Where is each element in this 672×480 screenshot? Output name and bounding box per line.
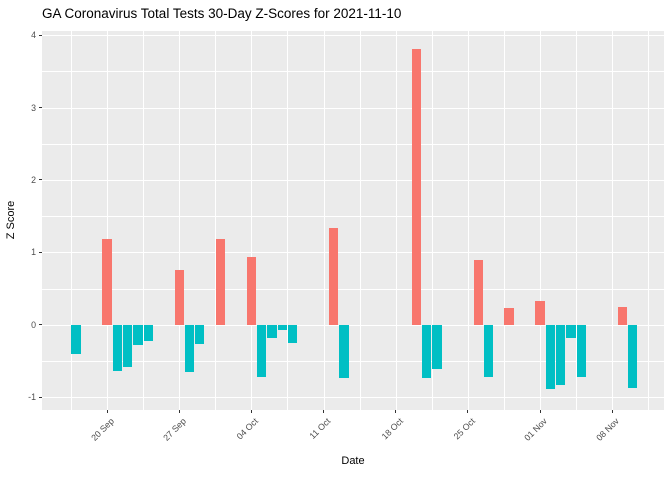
bar — [555, 324, 566, 385]
x-axis-tick — [323, 410, 325, 413]
bar — [133, 324, 143, 345]
x-tick-label: 11 Oct — [307, 416, 333, 441]
bar — [535, 300, 545, 325]
bar — [257, 324, 267, 377]
x-axis-tick — [178, 410, 180, 413]
gridline-minor-v — [70, 31, 72, 410]
gridline-major-v — [107, 31, 109, 410]
y-axis-tick — [39, 34, 42, 36]
gridline-minor-v — [143, 31, 144, 410]
x-axis-tick — [539, 410, 541, 413]
gridline-major-v — [540, 31, 542, 410]
y-tick-label: 1 — [31, 247, 36, 258]
gridline-minor-h — [42, 360, 664, 362]
x-tick-label: 08 Nov — [594, 416, 622, 443]
y-tick-label: 2 — [31, 174, 36, 185]
bar — [102, 238, 112, 325]
x-tick-label: 27 Sep — [161, 416, 189, 443]
bar — [246, 256, 256, 325]
bar — [122, 324, 133, 368]
bar — [576, 324, 586, 377]
x-tick-label: 01 Nov — [522, 416, 550, 443]
y-tick-label: 0 — [31, 319, 36, 330]
x-tick-label: 18 Oct — [379, 416, 405, 442]
gridline-major-v — [251, 31, 253, 410]
x-axis-tick — [250, 410, 252, 413]
gridline-minor-v — [359, 31, 361, 410]
bar — [421, 324, 432, 379]
gridline-minor-v — [287, 31, 288, 410]
gridline-minor-h — [42, 143, 664, 145]
gridline-minor-h — [42, 71, 664, 72]
plot-panel — [42, 31, 664, 410]
y-axis-tick — [39, 179, 42, 181]
x-tick-label: 04 Oct — [235, 416, 261, 442]
gridline-major-v — [323, 31, 325, 410]
gridline-major-h — [42, 324, 664, 326]
gridline-major-h — [42, 107, 664, 109]
gridline-minor-v — [431, 31, 433, 410]
gridline-minor-v — [215, 31, 216, 410]
gridline-major-h — [42, 35, 664, 37]
bar — [411, 48, 421, 325]
gridline-major-v — [395, 31, 397, 410]
gridline-minor-v — [503, 31, 505, 410]
gridline-minor-v — [648, 31, 649, 410]
bar — [628, 324, 638, 389]
y-axis-tick — [39, 251, 42, 253]
bar — [143, 324, 153, 341]
y-axis-tick — [39, 324, 42, 326]
gridline-major-v — [179, 31, 181, 410]
bar — [174, 269, 184, 325]
bar — [432, 324, 442, 369]
bar — [617, 307, 628, 325]
bar — [267, 324, 277, 338]
bar — [112, 324, 122, 372]
chart-title: GA Coronavirus Total Tests 30-Day Z-Scor… — [42, 6, 402, 21]
y-axis-tick — [39, 396, 42, 398]
x-axis-tick — [395, 410, 397, 413]
y-tick-label: -1 — [28, 392, 36, 403]
gridline-minor-v — [576, 31, 577, 410]
gridline-major-h — [42, 397, 664, 399]
bar — [195, 324, 205, 345]
bar — [184, 324, 195, 373]
x-axis-tick — [611, 410, 613, 413]
bar — [277, 324, 287, 330]
gridline-major-v — [467, 31, 469, 410]
x-axis-tick — [106, 410, 108, 413]
x-tick-label: 25 Oct — [451, 416, 477, 442]
gridline-major-h — [42, 252, 664, 254]
bar — [71, 324, 81, 354]
bar — [566, 324, 576, 338]
bar — [329, 227, 339, 325]
bar — [287, 324, 298, 343]
gridline-major-v — [612, 31, 614, 410]
x-axis-tick — [467, 410, 469, 413]
bar — [473, 259, 483, 325]
y-axis-tick — [39, 107, 42, 109]
bar — [483, 324, 494, 377]
y-tick-label: 4 — [31, 30, 36, 41]
gridline-major-h — [42, 179, 664, 181]
gridline-minor-h — [42, 216, 664, 217]
bar — [339, 324, 349, 379]
gridline-minor-h — [42, 288, 664, 290]
bar — [215, 239, 226, 325]
y-tick-label: 3 — [31, 102, 36, 113]
bar — [545, 324, 555, 390]
x-tick-label: 20 Sep — [89, 416, 117, 443]
x-axis-title: Date — [341, 455, 365, 467]
bar — [504, 308, 514, 325]
